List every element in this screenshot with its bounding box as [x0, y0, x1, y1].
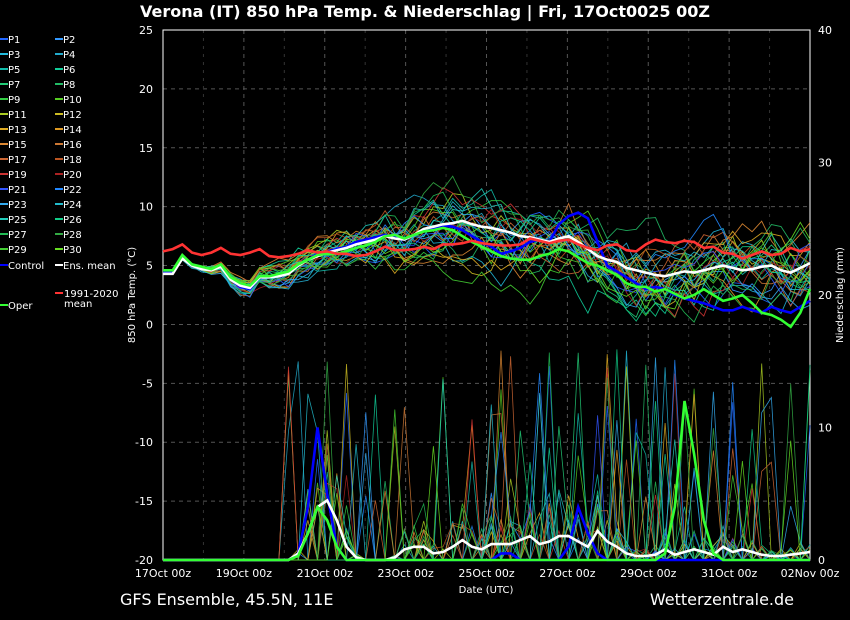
legend-label-line2: mean: [64, 299, 92, 310]
member-temp-line: [162, 222, 811, 318]
x-axis-ticks: 17Oct 00z 19Oct 00z 21Oct 00z 23Oct 00z 25Oc…: [135, 567, 840, 580]
y-tick-left-label: -15: [135, 495, 153, 508]
y-tick-left-label: 5: [146, 260, 153, 273]
x-tick-label: 21Oct 00z: [297, 567, 354, 580]
member-temp-line: [162, 187, 811, 306]
legend-label: P11: [8, 110, 27, 121]
y-axis-left-label: 850 hPa Temp. (°C): [127, 247, 138, 343]
y-tick-right-label: 40: [818, 24, 832, 37]
legend-label: P6: [63, 65, 75, 76]
x-tick-label: 19Oct 00z: [216, 567, 273, 580]
legend-label: P4: [63, 50, 75, 61]
legend-label: P1: [8, 35, 20, 46]
y-axis-right-ticks: 40 30 20 10 0: [818, 24, 832, 567]
legend-label: P23: [8, 200, 27, 211]
legend-label: P3: [8, 50, 20, 61]
legend-label: P7: [8, 80, 20, 91]
legend-label: Control: [8, 261, 44, 272]
legend: P1 P2 P3 P4 P5 P6 P7 P8 P9 P10 P11 P12 P13 P14 P15 P16 P…: [0, 35, 119, 312]
chart-title: Verona (IT) 850 hPa Temp. & Niederschlag…: [140, 2, 710, 22]
series-line-precip-2: [163, 400, 810, 562]
y-tick-right-label: 20: [818, 289, 832, 302]
legend-label: P14: [63, 125, 82, 136]
member-temp-line: [162, 229, 811, 309]
legend-label: P29: [8, 245, 27, 256]
y-tick-left-label: -5: [142, 377, 153, 390]
legend-label: P8: [63, 80, 75, 91]
legend-label-line1: 1991-2020: [64, 289, 119, 300]
member-temp-line: [162, 216, 811, 322]
series-line-temp-3: [162, 237, 811, 260]
x-tick-label: 17Oct 00z: [135, 567, 192, 580]
member-temp-line: [162, 186, 811, 318]
y-tick-left-label: 20: [139, 83, 153, 96]
member-temp-line: [162, 227, 811, 291]
legend-label: P21: [8, 185, 27, 196]
legend-label: P5: [8, 65, 20, 76]
precipitation-lines: [163, 349, 811, 562]
y-tick-left-label: -20: [135, 554, 153, 567]
legend-label: P9: [8, 95, 20, 106]
legend-label: P25: [8, 215, 27, 226]
legend-label: P13: [8, 125, 27, 136]
legend-label: P2: [63, 35, 75, 46]
y-tick-left-label: 25: [139, 24, 153, 37]
y-tick-right-label: 0: [818, 554, 825, 567]
legend-label: P18: [63, 155, 82, 166]
legend-label: P16: [63, 140, 82, 151]
y-tick-left-label: 0: [146, 318, 153, 331]
y-tick-right-label: 30: [818, 157, 832, 170]
y-tick-left-label: 10: [139, 201, 153, 214]
y-axis-left-ticks: 25 20 15 10 5 0 -5 -10 -15 -20: [135, 24, 153, 567]
legend-label: Ens. mean: [63, 261, 116, 272]
x-tick-label: 25Oct 00z: [458, 567, 515, 580]
legend-label: P27: [8, 230, 27, 241]
x-tick-label: 29Oct 00z: [620, 567, 677, 580]
member-temp-line: [162, 200, 811, 319]
footer-source: Wetterzentrale.de: [650, 590, 794, 609]
y-tick-left-label: 15: [139, 142, 153, 155]
x-tick-label: 02Nov 00z: [781, 567, 840, 580]
legend-label: P19: [8, 170, 27, 181]
legend-label: P15: [8, 140, 27, 151]
member-temp-line: [162, 230, 811, 305]
legend-label: P20: [63, 170, 82, 181]
y-tick-right-label: 10: [818, 422, 832, 435]
legend-label: P24: [63, 200, 82, 211]
legend-label: P30: [63, 245, 82, 256]
series-line-temp-2: [163, 226, 812, 329]
legend-label: P17: [8, 155, 27, 166]
x-axis-label: Date (UTC): [459, 585, 514, 596]
member-temp-line: [162, 200, 811, 295]
y-axis-right-label: Niederschlag (mm): [835, 247, 846, 343]
x-tick-label: 31Oct 00z: [701, 567, 758, 580]
legend-label: P12: [63, 110, 82, 121]
x-tick-label: 27Oct 00z: [539, 567, 596, 580]
x-tick-label: 23Oct 00z: [377, 567, 434, 580]
legend-label: P28: [63, 230, 82, 241]
y-tick-left-label: -10: [135, 436, 153, 449]
legend-label: P10: [63, 95, 82, 106]
legend-label: P22: [63, 185, 82, 196]
temperature-lines: [162, 175, 812, 329]
legend-label: P26: [63, 215, 82, 226]
legend-label: Oper: [8, 301, 33, 312]
footer-model: GFS Ensemble, 45.5N, 11E: [120, 590, 333, 609]
